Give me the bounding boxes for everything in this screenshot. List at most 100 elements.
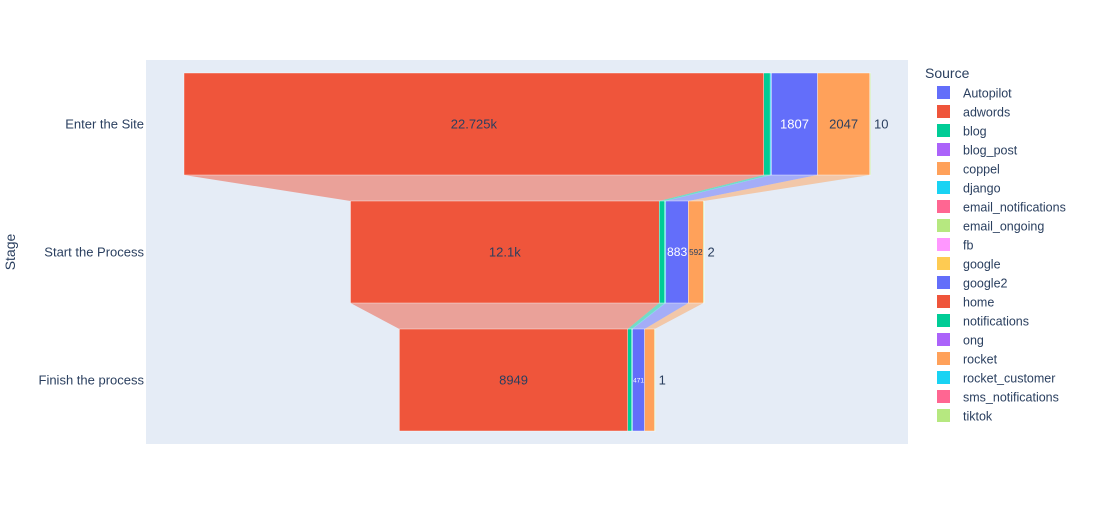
legend-item-email_notifications[interactable]: email_notifications	[937, 200, 1066, 215]
legend-item-blog[interactable]: blog	[937, 124, 987, 139]
legend-label: google	[963, 258, 1001, 272]
connector-notifications-1	[627, 303, 665, 329]
bar-tiktok-2[interactable]	[654, 328, 656, 432]
legend-item-home[interactable]: home	[937, 295, 994, 310]
legend-label: blog_post	[963, 144, 1018, 158]
bar-label-google2-2: 471	[633, 377, 644, 384]
legend-swatch	[937, 181, 950, 194]
legend-swatch	[937, 162, 950, 175]
connector-tiktok-1	[654, 303, 704, 329]
legend-item-Autopilot[interactable]: Autopilot	[937, 86, 1012, 101]
connector-home-1	[350, 303, 660, 329]
funnel-connectors	[184, 175, 870, 329]
bar-label-google2-1: 883	[667, 245, 687, 259]
legend-swatch	[937, 333, 950, 346]
funnel-bars	[183, 72, 871, 432]
legend-label: rocket	[963, 353, 998, 367]
legend-item-sms_notifications[interactable]: sms_notifications	[937, 390, 1059, 405]
legend-item-google2[interactable]: google2	[937, 276, 1008, 291]
connector-rocket-1	[644, 303, 704, 329]
connector-rocket_customer-0	[664, 175, 772, 201]
legend-item-fb[interactable]: fb	[937, 238, 973, 253]
legend-swatch	[937, 371, 950, 384]
bar-label-rocket-1: 592	[689, 248, 703, 257]
legend-label: coppel	[963, 163, 1000, 177]
legend-label: email_ongoing	[963, 220, 1044, 234]
stage-label-2: Finish the process	[39, 373, 145, 388]
legend-item-django[interactable]: django	[937, 181, 1001, 196]
bar-label-tiktok-2: 1	[659, 373, 666, 388]
legend-label: tiktok	[963, 410, 993, 424]
legend-item-blog_post[interactable]: blog_post	[937, 143, 1018, 158]
legend-swatch	[937, 124, 950, 137]
bar-notifications-1[interactable]	[658, 200, 666, 304]
connector-notifications-0	[659, 175, 771, 201]
bar-notifications-2[interactable]	[627, 328, 632, 432]
legend-item-google[interactable]: google	[937, 257, 1001, 272]
bar-home-1[interactable]	[350, 200, 660, 304]
legend-swatch	[937, 295, 950, 308]
bar-label-home-0: 22.725k	[451, 117, 498, 132]
bar-label-home-2: 8949	[499, 373, 528, 388]
bar-tiktok-1[interactable]	[703, 200, 705, 304]
connector-home-0	[184, 175, 764, 201]
legend-item-email_ongoing[interactable]: email_ongoing	[937, 219, 1044, 234]
legend-swatch	[937, 276, 950, 289]
legend-label: rocket_customer	[963, 372, 1055, 386]
bar-home-0[interactable]	[183, 72, 764, 176]
connector-google2-1	[632, 303, 689, 329]
bar-label-google2-0: 1807	[780, 117, 809, 132]
legend-label: blog	[963, 125, 987, 139]
bar-rocket-0[interactable]	[817, 72, 870, 176]
legend-label: django	[963, 182, 1001, 196]
bar-label-home-1: 12.1k	[489, 245, 521, 260]
connector-tiktok-0	[703, 175, 870, 201]
stage-tick-labels: Enter the Site Start the Process Finish th…	[39, 117, 145, 388]
bar-tiktok-0[interactable]	[869, 72, 871, 176]
legend-label: google2	[963, 277, 1008, 291]
legend-item-coppel[interactable]: coppel	[937, 162, 1000, 177]
legend-swatch	[937, 352, 950, 365]
legend-item-tiktok[interactable]: tiktok	[937, 409, 993, 424]
y-axis-title: Stage	[2, 233, 18, 270]
legend-label: Autopilot	[963, 87, 1012, 101]
legend-label: home	[963, 296, 994, 310]
bar-label-rocket-0: 2047	[829, 117, 858, 132]
stage-label-1: Start the Process	[44, 245, 144, 260]
bar-google2-0[interactable]	[771, 72, 818, 176]
bar-label-tiktok-0: 10	[874, 117, 888, 132]
legend-item-notifications[interactable]: notifications	[937, 314, 1029, 329]
legend-swatch	[937, 390, 950, 403]
legend-label: fb	[963, 239, 973, 253]
legend-swatch	[937, 219, 950, 232]
legend-item-rocket_customer[interactable]: rocket_customer	[937, 371, 1055, 386]
legend-label: notifications	[963, 315, 1029, 329]
bar-rocket-2[interactable]	[644, 328, 655, 432]
connector-rocket-0	[688, 175, 870, 201]
legend-swatch	[937, 105, 950, 118]
bar-label-tiktok-1: 2	[708, 245, 715, 260]
legend-label: adwords	[963, 106, 1010, 120]
bar-notifications-0[interactable]	[763, 72, 771, 176]
bar-home-2[interactable]	[399, 328, 628, 432]
legend-label: sms_notifications	[963, 391, 1059, 405]
legend-label: email_notifications	[963, 201, 1066, 215]
legend-swatch	[937, 314, 950, 327]
stage-label-0: Enter the Site	[65, 117, 144, 132]
legend-item-ong[interactable]: ong	[937, 333, 984, 348]
connector-google2-0	[665, 175, 818, 201]
legend-swatch	[937, 257, 950, 270]
legend-swatch	[937, 143, 950, 156]
legend-swatch	[937, 86, 950, 99]
legend-title: Source	[925, 65, 970, 81]
legend-label: ong	[963, 334, 984, 348]
connector-rocket_customer-1	[631, 303, 666, 329]
legend-swatch	[937, 200, 950, 213]
legend-item-adwords[interactable]: adwords	[937, 105, 1010, 120]
legend-swatch	[937, 238, 950, 251]
legend-swatch	[937, 409, 950, 422]
legend: Source Autopilot adwords blog blog_postcopp…	[925, 65, 1066, 424]
funnel-bar-labels: 22.725k 12.1k 8949 1807 883 471 2047 592 10 2 1	[451, 117, 889, 388]
legend-item-rocket[interactable]: rocket	[937, 352, 998, 367]
